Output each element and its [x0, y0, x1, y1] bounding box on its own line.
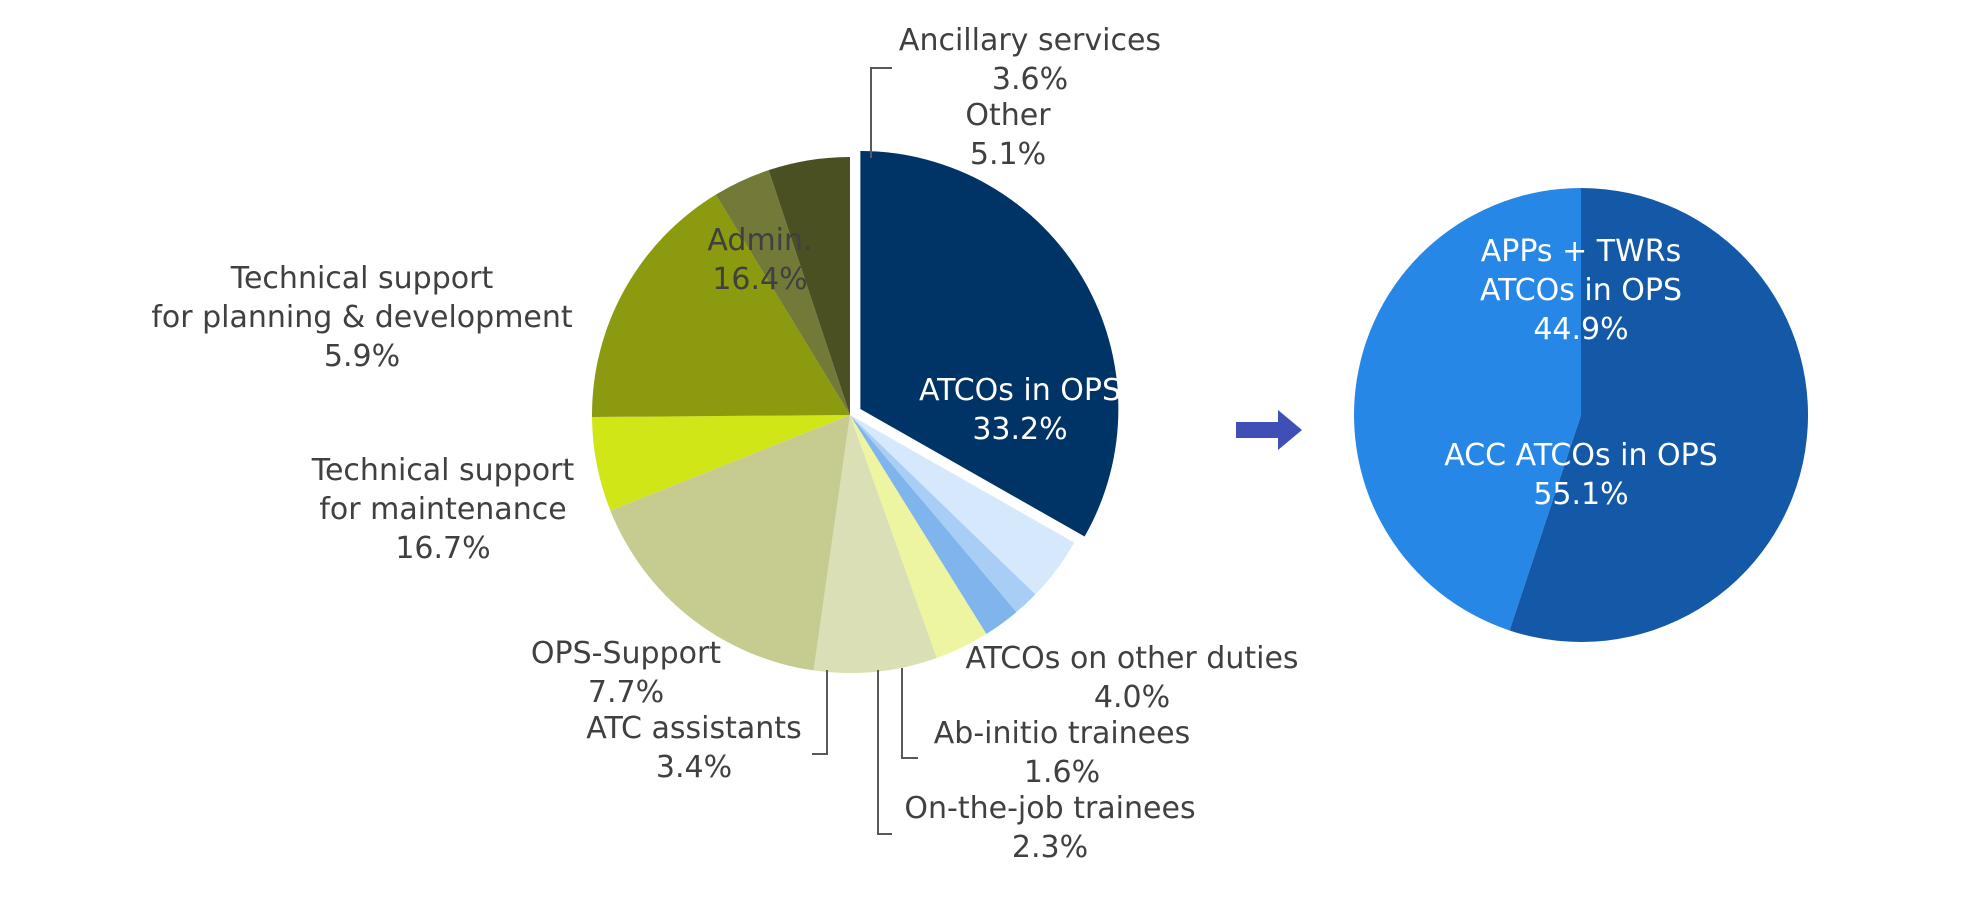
pie-slice-atcos_ops — [860, 150, 1119, 537]
slice-label-ancillary: Ancillary services 3.6% — [899, 23, 1161, 97]
pie-slice-atc_assist — [850, 415, 987, 658]
slice-label-tech_maint: Technical support for maintenance 16.7% — [311, 453, 575, 566]
slice-name: ACC ATCOs in OPS — [1444, 438, 1718, 473]
leader-lines — [812, 67, 918, 835]
slice-value: 2.3% — [1012, 830, 1088, 865]
leader-line — [870, 67, 892, 158]
slice-label-ops_support: OPS-Support 7.7% — [531, 636, 721, 710]
slice-name: for maintenance — [319, 492, 566, 527]
slice-label-tech_plan: Technical support for planning & developm… — [151, 261, 573, 374]
pie-chart-staff-breakdown-labels: ATCOs in OPS 33.2% ATCOs on other duties 4.… — [151, 23, 1298, 865]
pie-slice-otj — [850, 415, 1017, 635]
slice-value: 5.9% — [324, 339, 400, 374]
pie-chart-atcos-ops-split-labels: ACC ATCOs in OPS 55.1% APPs + TWRs ATCOs in… — [1444, 234, 1718, 512]
pie-slice-atcos_other — [850, 415, 1075, 595]
pie-slice-other — [768, 157, 850, 415]
slice-name: Technical support — [311, 453, 575, 488]
slice-label-acc: ACC ATCOs in OPS 55.1% — [1444, 438, 1718, 512]
pie-chart-staff-breakdown — [592, 150, 1119, 673]
slice-name: Admin. — [707, 223, 812, 258]
slice-value: 55.1% — [1533, 477, 1628, 512]
slice-value: 4.0% — [1094, 680, 1170, 715]
pie-slice-tech_maint — [610, 415, 850, 671]
slice-name: APPs + TWRs — [1481, 234, 1681, 269]
slice-value: 44.9% — [1533, 312, 1628, 347]
slice-value: 7.7% — [588, 675, 664, 710]
slice-label-atcos_ops: ATCOs in OPS 33.2% — [919, 373, 1121, 447]
pie-slice-ops_support — [813, 415, 937, 673]
pie-slice-ab_initio — [850, 415, 1036, 613]
right-arrow-icon-shape — [1236, 410, 1302, 450]
slice-value: 16.4% — [712, 262, 807, 297]
slice-value: 3.4% — [656, 750, 732, 785]
leader-line — [901, 668, 918, 759]
leader-line — [812, 670, 828, 755]
slice-value: 16.7% — [395, 531, 490, 566]
slice-label-atc_assist: ATC assistants 3.4% — [586, 711, 801, 785]
slice-value: 3.6% — [992, 62, 1068, 97]
slice-value: 33.2% — [972, 412, 1067, 447]
slice-name: Ab-initio trainees — [934, 716, 1190, 751]
slice-name: ATCOs in OPS — [1480, 273, 1682, 308]
slice-name: OPS-Support — [531, 636, 721, 671]
pie-slice-admin — [592, 194, 850, 418]
slice-label-other: Other 5.1% — [965, 98, 1051, 172]
slice-name: On-the-job trainees — [904, 791, 1195, 826]
slice-label-ab_initio: Ab-initio trainees 1.6% — [934, 716, 1190, 790]
slice-label-otj: On-the-job trainees 2.3% — [904, 791, 1195, 865]
slice-name: Ancillary services — [899, 23, 1161, 58]
slice-label-admin: Admin. 16.4% — [707, 223, 812, 297]
slice-name: ATC assistants — [586, 711, 801, 746]
pie-slice-ancillary — [715, 170, 850, 415]
slice-value: 1.6% — [1024, 755, 1100, 790]
slice-name: ATCOs in OPS — [919, 373, 1121, 408]
slice-label-app_twr: APPs + TWRs ATCOs in OPS 44.9% — [1480, 234, 1682, 347]
right-arrow-icon — [1236, 410, 1302, 450]
pie-slice-tech_plan — [592, 415, 850, 511]
slice-value: 5.1% — [970, 137, 1046, 172]
slice-label-atcos_other: ATCOs on other duties 4.0% — [965, 641, 1298, 715]
pie-slice-app_twr — [1354, 188, 1581, 631]
slice-name: Other — [965, 98, 1051, 133]
slice-name: for planning & development — [151, 300, 573, 335]
leader-line — [877, 670, 892, 835]
pie-chart-atcos-ops-split — [1354, 188, 1809, 642]
slice-name: ATCOs on other duties — [965, 641, 1298, 676]
slice-name: Technical support — [230, 261, 494, 296]
pie-slice-acc — [1509, 188, 1809, 642]
